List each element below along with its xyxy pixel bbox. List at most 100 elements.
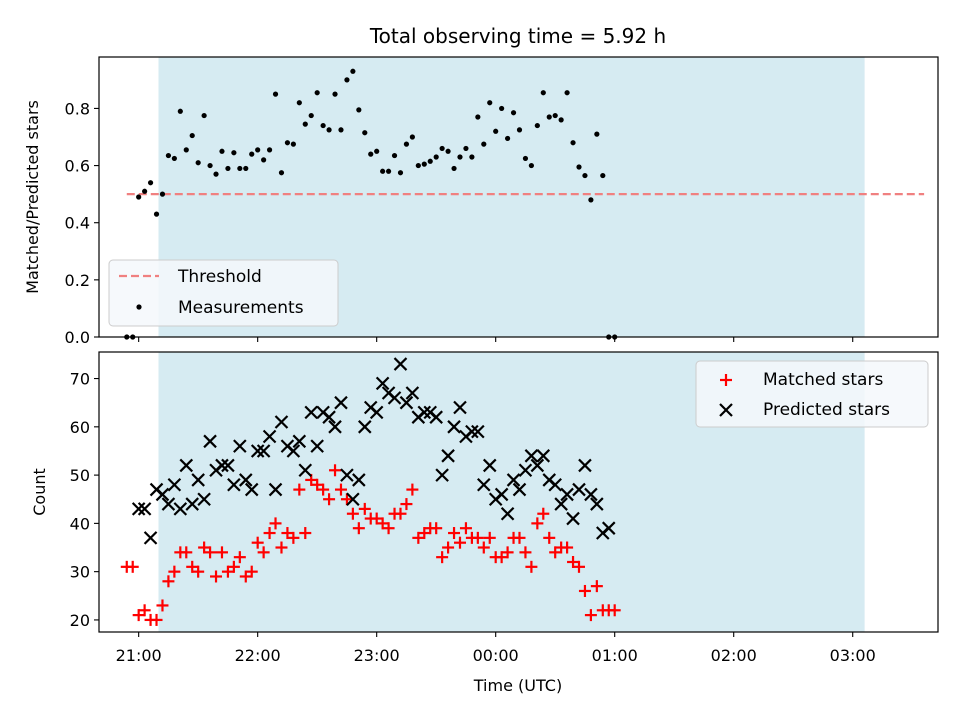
measurement-point: [290, 141, 296, 147]
measurement-point: [284, 140, 291, 146]
bottom-panel: 20 30 40 50 60 70 21:00 22:00 23:00 00:00 01:00 02…: [30, 351, 939, 695]
matched-star-point: [168, 565, 181, 578]
x-stroke-b: [590, 497, 604, 511]
measurement-point: [255, 147, 261, 153]
x-stroke-b: [536, 449, 551, 463]
matched-star-point: [162, 575, 175, 588]
matched-star-point: [317, 483, 330, 496]
measurement-point: [231, 150, 237, 156]
predicted-star-point: [334, 395, 348, 410]
predicted-star-point: [560, 487, 574, 502]
matched-star-point: [287, 531, 300, 544]
matched-star-point: [448, 527, 461, 540]
measurement-point: [374, 148, 380, 154]
matched-star-point: [584, 609, 597, 622]
x-stroke-b: [494, 487, 509, 502]
measurement-point: [516, 127, 523, 133]
matched-star-point: [204, 546, 217, 559]
x-stroke-b: [524, 449, 539, 463]
measurement-point: [457, 154, 463, 160]
matched-star-point: [126, 560, 139, 573]
x-stroke-b: [268, 482, 283, 497]
measurement-point: [510, 110, 517, 116]
x-stroke-b: [191, 473, 205, 487]
matched-star-point: [323, 493, 336, 506]
predicted-star-point: [399, 395, 414, 410]
predicted-star-point: [340, 468, 354, 482]
measurement-point: [350, 68, 356, 74]
bottom-y-tick-label: 50: [70, 466, 90, 485]
matched-stars-series: [120, 464, 621, 626]
top-legend-box: [108, 259, 339, 327]
bottom-x-axis: 21:00 22:00 23:00 00:00 01:00 02:00 03:00: [116, 632, 876, 665]
bottom-y-tick-label: 60: [70, 418, 90, 437]
matched-star-point: [406, 483, 419, 496]
predicted-star-point: [572, 482, 586, 497]
predicted-star-point: [304, 405, 319, 420]
bottom-y-tick-label: 30: [70, 563, 90, 582]
matched-star-point: [346, 507, 359, 520]
predicted-star-point: [369, 405, 384, 420]
x-stroke-b: [298, 463, 313, 478]
x-stroke-b: [322, 410, 336, 424]
measurement-point: [225, 165, 231, 172]
x-stroke-b: [352, 473, 366, 487]
legend-threshold-label: Threshold: [177, 267, 262, 287]
bottom-legend: Matched stars Predicted stars: [695, 360, 929, 428]
measurement-point: [362, 130, 368, 136]
x-stroke-b: [387, 391, 402, 405]
measurement-point: [451, 165, 457, 172]
predicted-star-point: [203, 434, 217, 449]
matched-star-point: [382, 522, 395, 535]
x-stroke-b: [506, 473, 521, 487]
matched-star-point: [233, 551, 246, 564]
predicted-star-point: [250, 444, 265, 458]
bottom-x-tick-label: 02:00: [711, 646, 757, 665]
legend-predicted-label: Predicted stars: [763, 400, 890, 420]
measurement-point: [397, 170, 404, 176]
matched-star-point: [513, 531, 526, 544]
measurement-point: [558, 117, 564, 123]
measurement-point: [278, 170, 285, 176]
measurement-point: [433, 154, 439, 160]
x-stroke-b: [334, 395, 348, 410]
predicted-star-point: [530, 458, 545, 473]
x-stroke-b: [512, 482, 527, 497]
predicted-star-point: [197, 492, 211, 507]
x-stroke-b: [137, 502, 152, 516]
predicted-star-point: [346, 492, 360, 507]
top-y-tick-label: 0.6: [65, 157, 90, 176]
predicted-star-point: [173, 502, 188, 516]
measurement-point: [481, 141, 487, 147]
predicted-star-point: [601, 521, 616, 535]
top-y-axis: 0.0 0.2 0.4 0.6 0.8: [65, 99, 99, 347]
predicted-star-point: [221, 458, 235, 473]
measurement-point: [219, 148, 225, 154]
measurement-point: [356, 107, 362, 113]
predicted-star-point: [352, 473, 366, 487]
bottom-plot-frame: [98, 351, 939, 633]
predicted-star-point: [405, 386, 420, 400]
matched-star-point: [293, 483, 306, 496]
matched-star-point: [561, 541, 574, 554]
measurement-point: [302, 121, 308, 127]
measurement-point: [564, 90, 570, 96]
x-stroke-b: [310, 439, 324, 453]
predicted-star-point: [233, 439, 247, 453]
x-stroke-b: [173, 502, 188, 516]
x-stroke-b: [554, 497, 568, 511]
bottom-y-tick-label: 20: [70, 611, 90, 630]
predicted-star-point: [512, 482, 527, 497]
measurement-point: [272, 91, 279, 97]
matched-star-point: [453, 536, 466, 549]
matched-star-point: [543, 531, 556, 544]
measurement-point: [522, 155, 529, 162]
x-stroke-b: [155, 487, 170, 502]
bottom-x-tick-label: 01:00: [592, 646, 638, 665]
x-stroke-b: [435, 468, 449, 482]
measurement-point: [487, 100, 493, 106]
measurement-point: [499, 105, 505, 112]
measurement-point: [409, 134, 415, 140]
measurement-point: [391, 152, 398, 159]
matched-star-point: [245, 565, 258, 578]
